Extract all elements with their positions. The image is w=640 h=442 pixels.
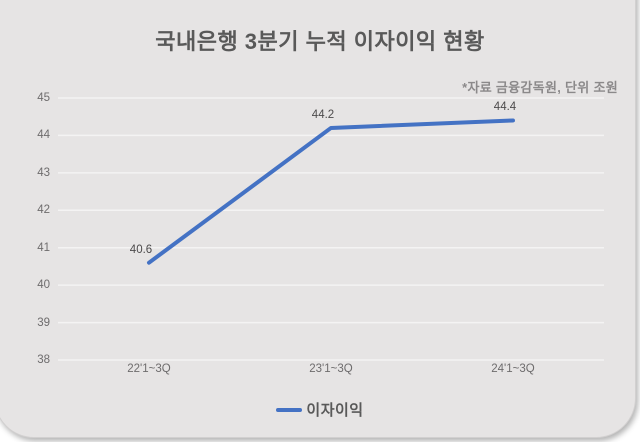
y-axis-tick-label: 38 [37, 354, 50, 366]
legend-line-icon [276, 407, 303, 412]
y-axis-tick-label: 43 [37, 166, 50, 179]
y-axis-tick-label: 40 [37, 279, 50, 292]
y-axis-tick-label: 41 [37, 241, 50, 254]
series-line [147, 118, 515, 265]
x-axis-tick-label: 22'1~3Q [127, 363, 171, 375]
data-point-label: 40.6 [129, 243, 153, 256]
x-axis-tick-label: 24'1~3Q [491, 363, 535, 375]
y-axis-tick-label: 44 [37, 129, 50, 142]
legend-series-label: 이자이익 [306, 402, 364, 419]
y-axis-tick-label: 42 [37, 204, 50, 217]
legend: 이자이익 [0, 399, 640, 420]
data-point-label: 44.2 [311, 108, 335, 121]
x-axis-tick-label: 23'1~3Q [309, 363, 353, 375]
y-axis-tick-label: 45 [37, 92, 50, 104]
source-note: *자료 금융감독원, 단위 조원 [462, 80, 618, 95]
chart-title: 국내은행 3분기 누적 이자이익 현황 [155, 29, 485, 54]
data-point-label: 44.4 [493, 101, 517, 114]
y-axis-tick-label: 39 [37, 316, 50, 329]
